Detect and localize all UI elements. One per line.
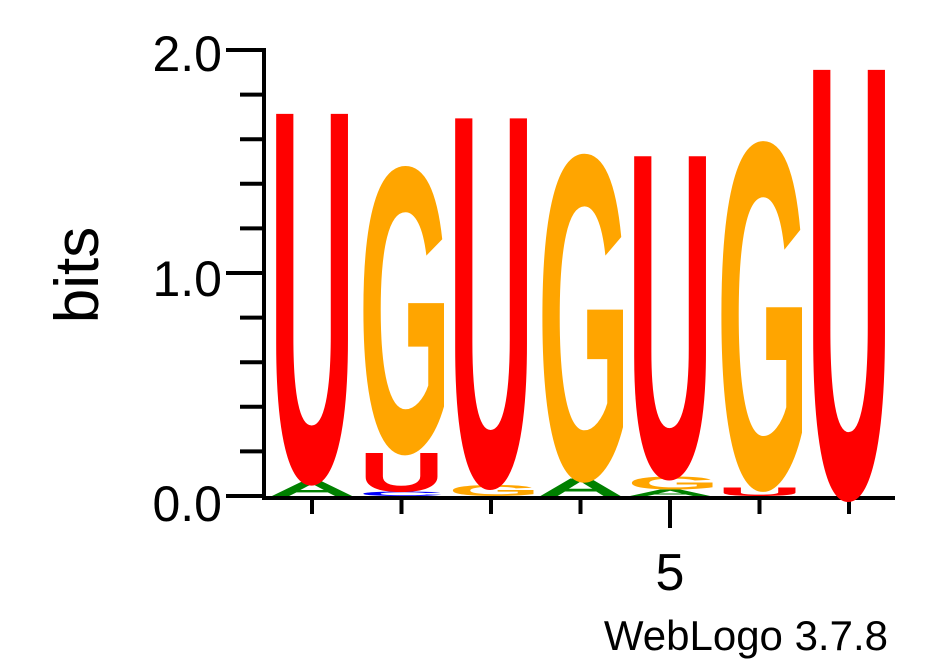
logo-letter-U: U <box>627 55 713 574</box>
logo-letter-U: U <box>448 3 534 598</box>
y-tick-label-2: 2.0 <box>152 26 222 82</box>
logo-letter-G: G <box>448 482 541 499</box>
logo-letter-U: U <box>269 0 355 594</box>
logo-letter-U: U <box>806 0 892 628</box>
logo-letter-C: C <box>359 490 445 497</box>
logo-letter-U: U <box>359 441 445 503</box>
y-tick-label-1: 1.0 <box>152 251 222 307</box>
x-ticks <box>310 498 851 528</box>
logo-letter-A: A <box>269 477 355 501</box>
y-axis-label: bits <box>43 227 112 323</box>
weblogo-version: WebLogo 3.7.8 <box>604 612 888 659</box>
x-tick-label-5: 5 <box>656 544 685 602</box>
logo-letter-G: G <box>538 58 631 577</box>
logo-letter-G: G <box>627 473 720 494</box>
y-tick-label-0: 0.0 <box>152 476 222 532</box>
logo-letter-A: A <box>538 474 624 502</box>
logo-letter-G: G <box>359 81 452 538</box>
y-ticks <box>226 48 264 498</box>
logo-letter-A: A <box>627 488 713 498</box>
logo-letter-G: G <box>717 40 810 593</box>
logo-letter-U: U <box>717 485 803 499</box>
